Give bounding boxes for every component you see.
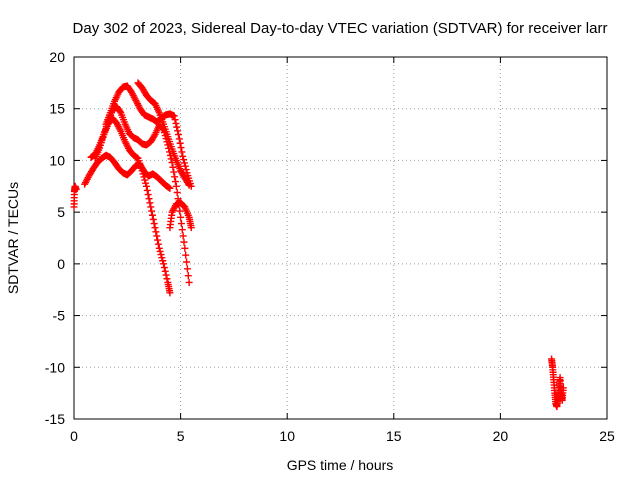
data-point — [166, 184, 174, 192]
data-point — [154, 240, 162, 248]
data-point — [146, 199, 154, 207]
series-track-g — [166, 199, 195, 232]
y-tick-label: -5 — [53, 308, 66, 324]
data-point — [178, 226, 186, 234]
data-point — [182, 166, 190, 174]
data-point — [172, 119, 180, 127]
data-point — [174, 127, 182, 135]
data-point — [185, 181, 193, 189]
series-track-f — [134, 79, 193, 189]
data-point — [179, 152, 187, 160]
data-point — [170, 168, 178, 176]
data-point — [178, 148, 186, 156]
x-tick-label: 5 — [177, 428, 185, 444]
data-point — [187, 224, 195, 232]
y-tick-label: 15 — [49, 101, 65, 117]
y-axis-label: SDTVAR / TECUs — [5, 182, 21, 294]
data-point — [162, 271, 170, 279]
series-track-a — [70, 182, 80, 211]
data-point — [158, 254, 166, 262]
data-point — [166, 289, 174, 297]
x-axis-label: GPS time / hours — [287, 457, 394, 473]
data-point — [167, 155, 175, 163]
data-point — [159, 257, 167, 265]
data-point — [143, 186, 151, 194]
data-point — [142, 179, 150, 187]
data-point — [176, 207, 184, 215]
data-point — [183, 265, 191, 273]
data-point — [184, 272, 192, 280]
y-tick-label: 0 — [57, 256, 65, 272]
data-point — [149, 215, 157, 223]
data-point — [177, 213, 185, 221]
data-point — [180, 159, 188, 167]
x-tick-label: 15 — [386, 428, 402, 444]
axis-ticks: 0 5 10 15 20 25 -15 -10 -5 0 5 10 15 20 — [45, 49, 615, 444]
data-point — [147, 203, 155, 211]
y-tick-label: 5 — [57, 204, 65, 220]
grid-lines — [74, 57, 607, 419]
data-point — [559, 384, 567, 392]
data-point — [184, 180, 192, 188]
x-tick-label: 25 — [599, 428, 615, 444]
data-point — [157, 251, 165, 259]
data-point — [156, 247, 164, 255]
data-point — [181, 162, 189, 170]
data-point — [141, 176, 149, 184]
data-point — [185, 278, 193, 286]
series-track-c — [87, 114, 174, 297]
data-point — [173, 123, 181, 131]
y-tick-label: 20 — [49, 49, 65, 65]
data-point — [151, 224, 159, 232]
series-track-h — [548, 355, 567, 411]
data-point — [179, 232, 187, 240]
data-point — [172, 182, 180, 190]
data-point — [154, 236, 162, 244]
data-point — [160, 264, 168, 272]
data-points — [70, 79, 567, 411]
data-point — [139, 170, 147, 178]
data-point — [145, 195, 153, 203]
data-point — [72, 185, 80, 193]
x-tick-label: 20 — [493, 428, 509, 444]
data-point — [152, 228, 160, 236]
data-point — [177, 144, 185, 152]
data-point — [182, 251, 190, 259]
data-point — [171, 173, 179, 181]
data-point — [116, 108, 124, 116]
data-point — [140, 173, 148, 181]
data-point — [155, 244, 163, 252]
data-point — [176, 139, 184, 147]
plot-frame — [73, 56, 608, 420]
x-tick-label: 0 — [70, 428, 78, 444]
data-point — [142, 182, 150, 190]
data-point — [171, 178, 179, 186]
chart-title: Day 302 of 2023, Sidereal Day-to-day VTE… — [73, 20, 608, 37]
data-point — [148, 211, 156, 219]
data-point — [180, 238, 188, 246]
data-point — [181, 244, 189, 252]
y-tick-label: -15 — [45, 411, 65, 427]
data-point — [161, 267, 169, 275]
data-point — [138, 167, 146, 175]
data-point — [171, 116, 179, 124]
data-point — [173, 188, 181, 196]
data-point — [148, 207, 156, 215]
y-tick-label: -10 — [45, 359, 65, 375]
data-point — [150, 220, 158, 228]
data-point — [175, 135, 183, 143]
data-point — [144, 191, 152, 199]
data-point — [160, 260, 168, 268]
x-tick-label: 10 — [279, 428, 295, 444]
data-point — [163, 275, 171, 283]
data-point — [177, 220, 185, 228]
y-tick-label: 10 — [49, 152, 65, 168]
data-point — [174, 131, 182, 139]
data-point — [180, 156, 188, 164]
data-point — [153, 232, 161, 240]
data-point — [183, 258, 191, 266]
data-point — [170, 112, 178, 120]
data-point — [169, 163, 177, 171]
